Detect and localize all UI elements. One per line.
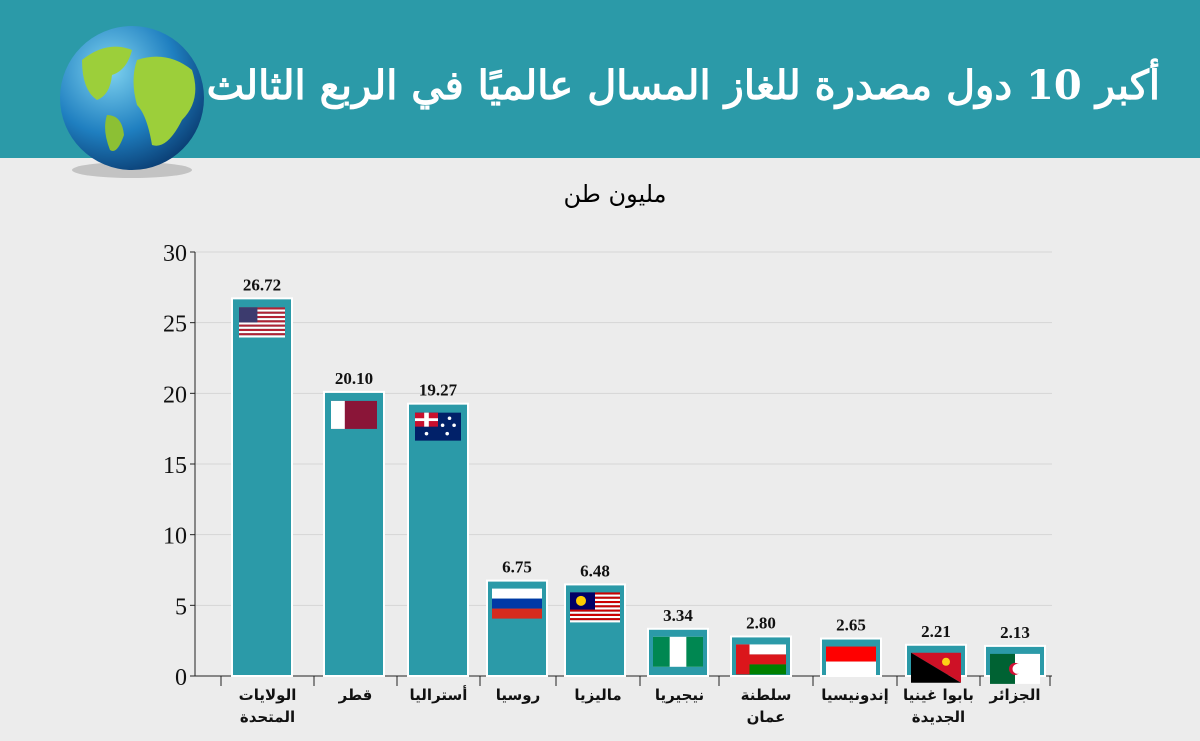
flag-part — [686, 636, 703, 667]
flag-part — [736, 644, 786, 655]
data-label: 3.34 — [663, 606, 693, 625]
x-tick-label: أستراليا — [410, 685, 468, 704]
flag-part — [447, 416, 452, 421]
x-tick-label: ماليزيا — [574, 686, 621, 704]
flag-part — [239, 326, 285, 329]
x-tick-label: قطر — [338, 686, 373, 704]
flag-part — [736, 654, 786, 665]
bar-us — [231, 297, 293, 677]
bar-au — [407, 402, 469, 677]
data-label: 2.21 — [921, 622, 951, 641]
flag-part — [576, 595, 586, 606]
flag-part — [570, 611, 620, 614]
data-label: 19.27 — [419, 381, 458, 400]
x-tick-label: عمان — [747, 708, 786, 726]
flag-part — [570, 620, 620, 623]
flag-au-icon — [415, 412, 461, 441]
flag-part — [239, 311, 285, 314]
x-tick-label: الجزائر — [988, 686, 1040, 704]
flag-part — [331, 400, 345, 429]
flag-ru-icon — [492, 588, 542, 619]
data-label: 20.10 — [335, 369, 373, 388]
flag-part — [653, 636, 670, 667]
x-tick-label: سلطنة — [741, 686, 792, 704]
flag-part — [452, 423, 456, 428]
data-label: 2.65 — [836, 616, 866, 635]
globe-icon — [60, 26, 204, 178]
flag-om-icon — [736, 644, 786, 675]
x-tick-label: بابوا غينيا — [903, 686, 974, 704]
x-tick-label: نيجيريا — [655, 686, 704, 704]
flag-dz-icon — [990, 653, 1040, 684]
flag-part — [239, 320, 285, 323]
flag-part — [239, 313, 285, 316]
flag-part — [239, 331, 285, 334]
y-tick-label: 25 — [163, 312, 187, 338]
data-label: 6.75 — [502, 558, 532, 577]
y-tick-label: 15 — [163, 453, 187, 479]
flag-part — [239, 318, 285, 321]
flag-part — [440, 423, 445, 428]
flag-part — [942, 657, 950, 666]
x-tick-label: المتحدة — [240, 708, 295, 726]
x-tick-label: الولايات — [239, 686, 297, 704]
bar-qa — [323, 390, 385, 677]
flag-part — [239, 309, 285, 312]
flag-part — [239, 307, 258, 323]
data-label: 2.13 — [1000, 623, 1030, 642]
flag-part — [826, 661, 876, 677]
flag-part — [570, 615, 620, 619]
flag-part — [239, 328, 285, 332]
flag-id-icon — [826, 646, 876, 677]
flag-part — [570, 609, 620, 612]
flag-part — [239, 335, 285, 338]
flag-ng-icon — [653, 636, 703, 667]
flag-pg-icon — [911, 652, 961, 683]
x-tick-label: الجديدة — [912, 708, 965, 726]
flag-part — [415, 418, 438, 422]
y-tick-label: 10 — [163, 524, 187, 550]
flag-part — [239, 315, 285, 319]
flag-part — [1012, 663, 1023, 674]
flag-part — [736, 644, 750, 675]
x-tick-label: روسيا — [496, 686, 540, 704]
flag-part — [570, 618, 620, 621]
flag-part — [492, 588, 542, 599]
flag-part — [239, 322, 285, 325]
y-axis-unit-label: مليون طن — [563, 180, 667, 208]
x-tick-label: إندونيسيا — [821, 686, 889, 704]
data-label: 26.72 — [243, 275, 281, 294]
flag-part — [736, 664, 786, 675]
flag-part — [492, 608, 542, 619]
y-tick-label: 30 — [163, 241, 187, 267]
y-tick-label: 0 — [175, 665, 187, 691]
data-label: 6.48 — [580, 561, 610, 580]
y-tick-label: 20 — [163, 382, 187, 408]
data-label: 2.80 — [746, 613, 776, 632]
flag-part — [239, 333, 285, 336]
flag-qa-icon — [331, 400, 377, 429]
flag-us-icon — [239, 307, 285, 338]
flag-part — [424, 431, 429, 436]
flag-part — [445, 431, 450, 436]
flag-part — [570, 613, 620, 616]
flag-part — [239, 307, 285, 310]
flag-part — [826, 646, 876, 662]
flag-part — [239, 324, 285, 327]
flag-part — [492, 598, 542, 609]
y-tick-label: 5 — [175, 594, 187, 620]
flag-my-icon — [570, 592, 620, 623]
flag-part — [911, 652, 961, 683]
